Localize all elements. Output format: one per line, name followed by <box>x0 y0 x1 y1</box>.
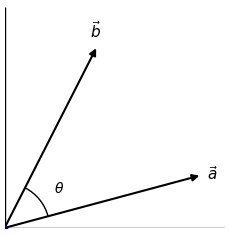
Text: $\vec{a}$: $\vec{a}$ <box>206 165 217 183</box>
Text: $\vec{b}$: $\vec{b}$ <box>89 20 101 41</box>
Text: $\theta$: $\theta$ <box>54 180 64 196</box>
